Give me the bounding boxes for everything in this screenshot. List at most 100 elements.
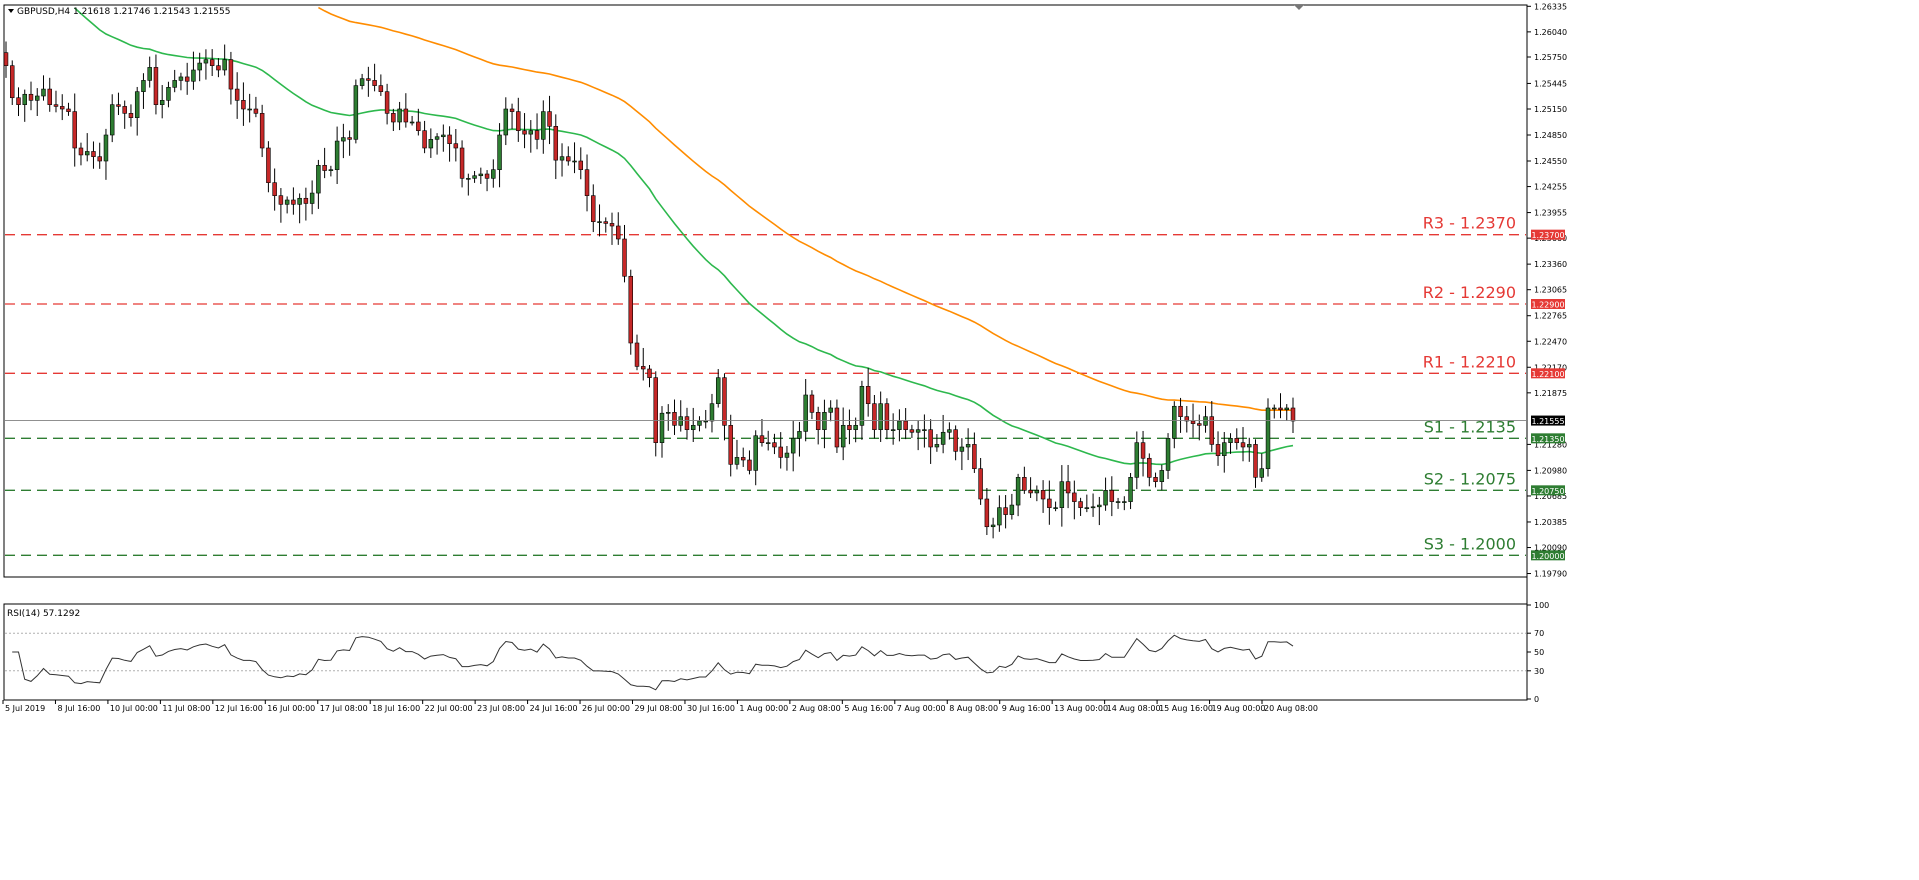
- candle-body: [422, 130, 427, 149]
- level-tag-text-s2: 1.20750: [1531, 487, 1564, 496]
- candle-body: [547, 111, 552, 127]
- candle-body: [78, 147, 84, 156]
- rsi-line: [12, 634, 1294, 691]
- level-label-s3: S3 - 1.2000: [1424, 534, 1516, 553]
- candle-body: [566, 156, 571, 162]
- candle-body: [984, 498, 990, 528]
- level-label-r3: R3 - 1.2370: [1423, 214, 1516, 233]
- symbol-header: GBPUSD,H4 1.21618 1.21746 1.21543 1.2155…: [17, 7, 230, 17]
- candle-body: [1222, 442, 1227, 456]
- chart-menu-triangle-icon[interactable]: [8, 9, 14, 13]
- candle-body: [972, 444, 977, 469]
- time-tick-label: 23 Jul 08:00: [477, 704, 525, 713]
- candle-body: [1009, 504, 1015, 515]
- time-tick-label: 7 Aug 00:00: [897, 704, 946, 713]
- candle-body: [734, 457, 740, 465]
- candle-body: [784, 452, 790, 458]
- candle-body: [597, 221, 602, 223]
- candle-body: [847, 425, 852, 430]
- price-tick-label: 1.22170: [1534, 363, 1567, 372]
- candle-body: [178, 76, 184, 81]
- candle-body: [853, 425, 858, 430]
- candle-body: [278, 195, 284, 205]
- candle-body: [366, 78, 371, 81]
- candle-body: [678, 416, 683, 426]
- candle-body: [772, 442, 777, 448]
- candle-body: [397, 108, 402, 123]
- candle-body: [809, 394, 815, 413]
- candle-body: [228, 59, 234, 90]
- candle-body: [53, 104, 59, 107]
- candle-body: [865, 386, 871, 404]
- candle-body: [934, 444, 940, 448]
- candle-body: [209, 59, 215, 66]
- candle-body: [466, 178, 471, 180]
- candle-body: [522, 130, 527, 135]
- price-tick-label: 1.24550: [1534, 157, 1567, 166]
- candle-body: [166, 87, 171, 101]
- candle-body: [903, 420, 908, 430]
- candle-body: [128, 113, 134, 118]
- price-tick-label: 1.25445: [1534, 79, 1567, 88]
- candle-body: [709, 403, 715, 422]
- candle-body: [803, 394, 808, 432]
- time-tick-label: 8 Aug 08:00: [949, 704, 998, 713]
- candle-body: [91, 151, 96, 157]
- candle-body: [141, 80, 146, 92]
- rsi-indicator: 100 70 50 30 0: [5, 601, 1549, 704]
- rsi-header: RSI(14) 57.1292: [7, 609, 80, 619]
- current-price-tag: [1531, 415, 1565, 426]
- time-tick-label: 9 Aug 16:00: [1002, 704, 1051, 713]
- shift-marker-icon[interactable]: [1294, 5, 1304, 10]
- candle-body: [1015, 477, 1021, 506]
- candle-body: [153, 67, 159, 105]
- candle-body: [247, 108, 252, 111]
- candle-body: [690, 425, 696, 430]
- candle-body: [109, 104, 115, 136]
- candles: [3, 41, 1296, 539]
- candle-body: [897, 420, 902, 430]
- time-tick-label: 12 Jul 16:00: [215, 704, 263, 713]
- candle-body: [778, 446, 783, 458]
- candle-body: [216, 65, 221, 71]
- candle-body: [241, 100, 246, 110]
- candle-body: [341, 137, 346, 142]
- price-tick-label: 1.26040: [1534, 28, 1567, 37]
- candle-body: [928, 429, 933, 448]
- level-tag-s3: [1531, 550, 1565, 561]
- candle-body: [66, 108, 71, 112]
- sr-level-labels: R3 - 1.2370 R2 - 1.2290 R1 - 1.2210 S1 - 1.…: [1423, 214, 1516, 554]
- candle-body: [297, 197, 302, 205]
- candle-body: [459, 147, 465, 179]
- candle-body: [359, 78, 365, 86]
- time-tick-label: 11 Jul 08:00: [162, 704, 210, 713]
- candle-body: [316, 165, 321, 194]
- time-tick-label: 8 Jul 16:00: [57, 704, 100, 713]
- candle-body: [584, 169, 590, 196]
- candle-body: [28, 93, 34, 101]
- time-tick-label: 19 Aug 00:00: [1212, 704, 1266, 713]
- candle-body: [1215, 444, 1221, 456]
- candle-body: [978, 468, 983, 500]
- candle-body: [203, 59, 209, 64]
- candle-body: [1278, 407, 1283, 411]
- candle-body: [1003, 507, 1008, 515]
- price-tick-label: 1.23065: [1534, 286, 1567, 295]
- candle-body: [1078, 501, 1083, 508]
- candle-body: [134, 91, 140, 118]
- candle-body: [765, 442, 771, 444]
- candle-body: [959, 446, 965, 452]
- candle-body: [409, 121, 415, 124]
- candle-body: [484, 173, 490, 179]
- time-tick-label: 18 Jul 16:00: [372, 704, 420, 713]
- price-tick-label: 1.20090: [1534, 544, 1567, 553]
- candle-body: [553, 126, 559, 161]
- price-tick-label: 1.20980: [1534, 466, 1567, 475]
- candle-body: [1234, 438, 1240, 443]
- candle-body: [1272, 407, 1277, 410]
- level-label-r2: R2 - 1.2290: [1423, 283, 1516, 302]
- level-tag-r2: [1531, 299, 1565, 309]
- price-tick-label: 1.24255: [1534, 183, 1567, 192]
